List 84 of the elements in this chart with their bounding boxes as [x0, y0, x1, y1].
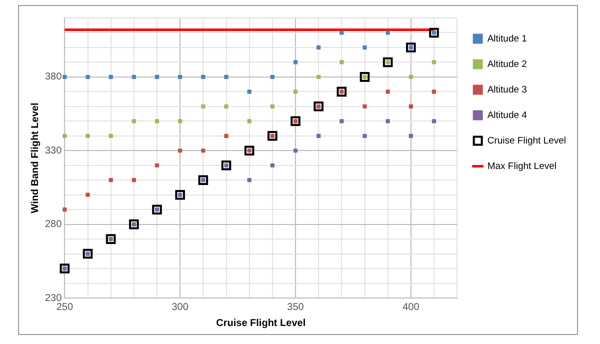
point: [62, 134, 67, 138]
point: [108, 74, 113, 80]
legend-label: Altitude 4: [487, 110, 527, 121]
point: [362, 104, 367, 108]
point: [316, 45, 321, 50]
point: [154, 119, 160, 124]
point: [154, 163, 160, 168]
point: [340, 30, 344, 35]
point: [132, 178, 136, 182]
point: [290, 116, 300, 126]
point: [340, 60, 344, 64]
point: [247, 119, 252, 124]
point: [408, 74, 413, 80]
point: [154, 74, 160, 80]
legend-label: Altitude 1: [487, 33, 527, 44]
point: [293, 60, 298, 64]
point: [386, 90, 390, 94]
y-tick-label: 230: [44, 292, 62, 304]
point: [360, 72, 370, 82]
point: [432, 90, 436, 94]
point: [314, 102, 324, 112]
point: [129, 219, 139, 230]
point: [175, 190, 185, 200]
point: [224, 104, 228, 108]
point: [62, 208, 67, 212]
point: [132, 119, 136, 124]
point: [316, 134, 321, 138]
y-tick-label: 380: [44, 72, 62, 83]
point: [198, 175, 208, 185]
point: [362, 134, 367, 138]
point: [382, 57, 393, 68]
point: [293, 148, 298, 153]
x-tick-label: 300: [172, 302, 189, 313]
legend-label: Altitude 3: [487, 84, 527, 96]
point: [336, 86, 347, 97]
point: [270, 163, 274, 168]
point: [60, 264, 70, 274]
point: [221, 160, 232, 170]
legend-label: Cruise Flight Level: [487, 135, 566, 146]
point: [406, 42, 416, 52]
point: [429, 28, 439, 38]
x-tick-label: 350: [287, 302, 304, 313]
y-tick-label: 280: [44, 219, 62, 230]
point: [432, 60, 436, 64]
point: [386, 30, 390, 35]
legend-label: Altitude 2: [487, 58, 527, 70]
legend-label: Max Flight Level: [487, 160, 556, 172]
point: [362, 45, 367, 50]
point: [132, 74, 136, 80]
point: [108, 178, 113, 182]
y-axis-title: Wind Band Flight Level: [30, 102, 41, 214]
point: [270, 74, 274, 80]
point: [178, 119, 182, 124]
point: [293, 90, 298, 94]
y-tick-label: 330: [44, 145, 62, 156]
point: [408, 104, 413, 108]
point: [340, 119, 344, 124]
point: [224, 134, 228, 138]
point: [152, 204, 162, 214]
point: [106, 234, 116, 244]
point: [82, 248, 93, 259]
point: [201, 104, 206, 108]
point: [386, 119, 390, 124]
x-tick-label: 250: [56, 302, 74, 313]
point: [408, 134, 413, 138]
x-tick-label: 400: [402, 302, 420, 313]
point: [224, 74, 228, 80]
point: [247, 178, 252, 182]
point: [178, 74, 182, 80]
point: [86, 74, 90, 80]
point: [316, 74, 321, 80]
point: [247, 90, 252, 94]
x-axis-title: Cruise Flight Level: [216, 318, 306, 329]
point: [178, 148, 182, 153]
point: [108, 134, 113, 138]
point: [244, 146, 254, 156]
point: [201, 148, 206, 153]
point: [86, 134, 90, 138]
point: [432, 119, 436, 124]
point: [270, 104, 274, 108]
point: [268, 131, 278, 141]
point: [86, 192, 90, 197]
point: [62, 74, 67, 80]
point: [201, 74, 206, 80]
